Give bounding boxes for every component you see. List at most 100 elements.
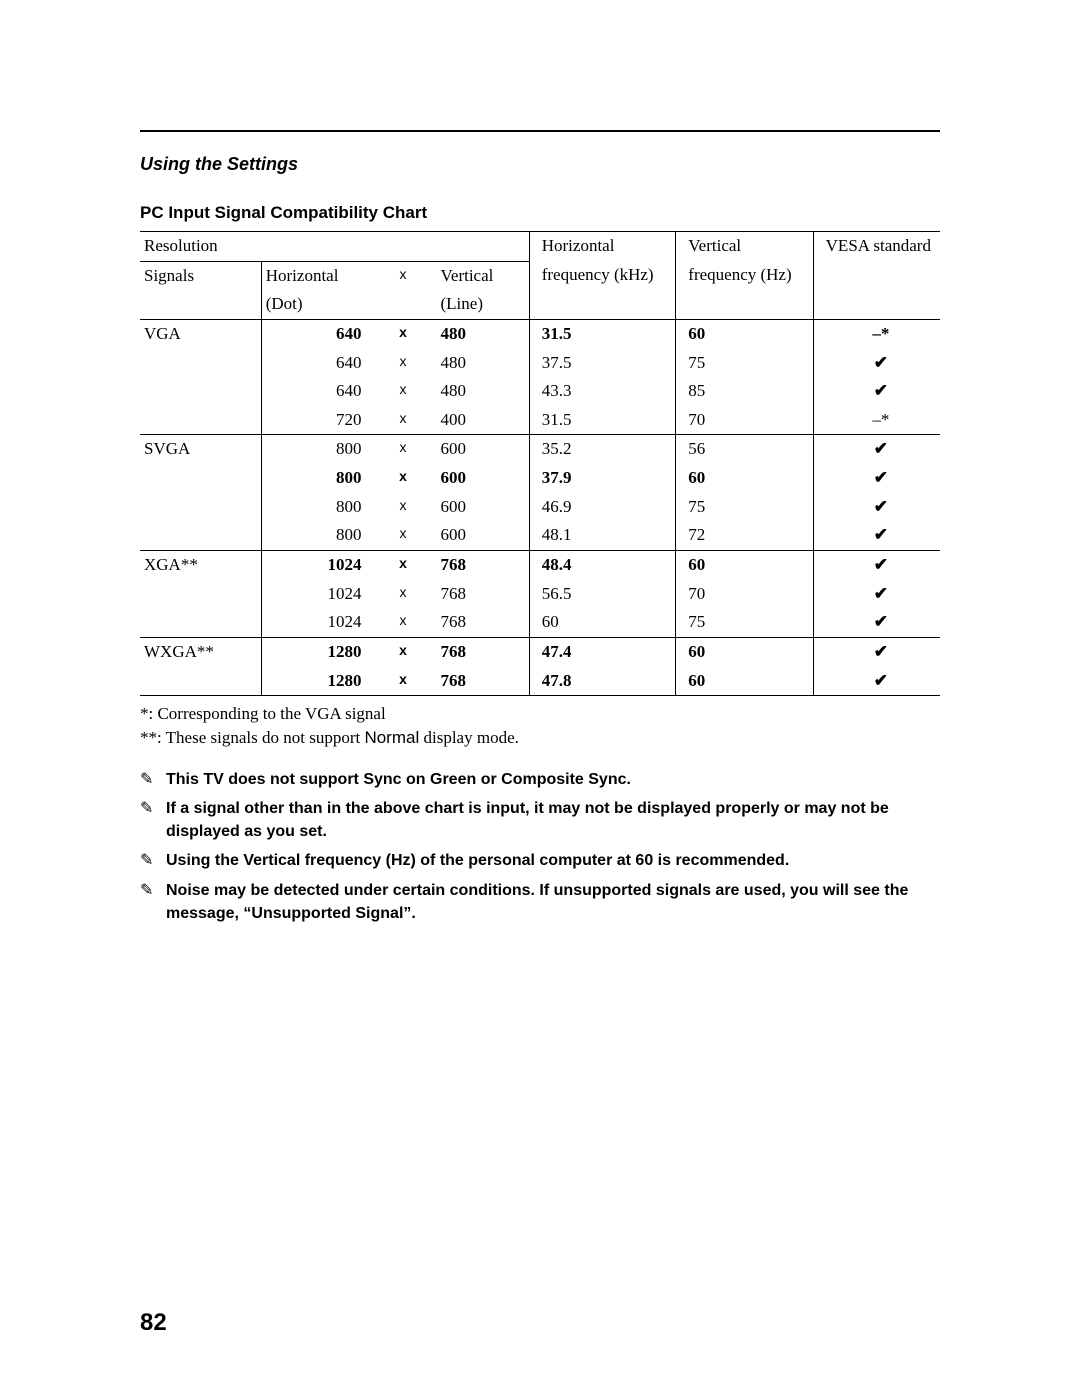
vesa-cell: ✔ — [813, 493, 940, 522]
signal-cell — [140, 580, 261, 609]
vert-cell: 768 — [425, 551, 530, 580]
vfreq-cell: 75 — [676, 349, 813, 378]
x-cell: x — [382, 608, 425, 637]
table-head-row-3: (Dot) (Line) — [140, 290, 940, 319]
note-icon: ✎ — [140, 879, 166, 925]
note-row: ✎Using the Vertical frequency (Hz) of th… — [140, 849, 940, 872]
vert-cell: 480 — [425, 377, 530, 406]
vert-cell: 768 — [425, 580, 530, 609]
horiz-cell: 1280 — [261, 667, 381, 696]
hfreq-cell: 43.3 — [529, 377, 676, 406]
vesa-cell: ✔ — [813, 377, 940, 406]
note-icon: ✎ — [140, 849, 166, 872]
horiz-cell: 800 — [261, 464, 381, 493]
notes-block: ✎This TV does not support Sync on Green … — [140, 768, 940, 925]
vfreq-cell: 70 — [676, 406, 813, 435]
table-row: 800x60037.960✔ — [140, 464, 940, 493]
x-cell: x — [382, 435, 425, 464]
vert-cell: 768 — [425, 637, 530, 666]
vert-cell: 768 — [425, 667, 530, 696]
signal-cell: WXGA** — [140, 637, 261, 666]
th-vert-line-1: Vertical — [425, 261, 530, 290]
hfreq-cell: 56.5 — [529, 580, 676, 609]
hfreq-cell: 48.4 — [529, 551, 676, 580]
th-vfreq-1: Vertical — [676, 232, 813, 262]
table-row: 640x48043.385✔ — [140, 377, 940, 406]
footnote-a: *: Corresponding to the VGA signal — [140, 702, 940, 726]
signal-cell — [140, 493, 261, 522]
x-cell: x — [382, 580, 425, 609]
vfreq-cell: 60 — [676, 551, 813, 580]
x-cell: x — [382, 406, 425, 435]
table-row: 1024x7686075✔ — [140, 608, 940, 637]
th-vfreq-2: frequency (Hz) — [676, 261, 813, 290]
hfreq-cell: 37.5 — [529, 349, 676, 378]
vfreq-cell: 72 — [676, 521, 813, 550]
vesa-cell: ✔ — [813, 521, 940, 550]
table-row: 800x60048.172✔ — [140, 521, 940, 550]
signal-cell: VGA — [140, 319, 261, 348]
vfreq-cell: 60 — [676, 464, 813, 493]
hfreq-cell: 48.1 — [529, 521, 676, 550]
note-row: ✎This TV does not support Sync on Green … — [140, 768, 940, 791]
vesa-cell: ✔ — [813, 464, 940, 493]
vesa-cell: ✔ — [813, 349, 940, 378]
vesa-cell: –* — [813, 406, 940, 435]
vfreq-cell: 60 — [676, 637, 813, 666]
vesa-cell: ✔ — [813, 435, 940, 464]
table-row: 1024x76856.570✔ — [140, 580, 940, 609]
hfreq-cell: 47.8 — [529, 667, 676, 696]
x-cell: x — [382, 551, 425, 580]
th-horiz-dot-1: Horizontal — [261, 261, 381, 290]
signal-cell — [140, 667, 261, 696]
note-text: This TV does not support Sync on Green o… — [166, 768, 940, 791]
note-icon: ✎ — [140, 797, 166, 843]
vfreq-cell: 60 — [676, 667, 813, 696]
section-header: Using the Settings — [140, 154, 940, 175]
signal-cell: XGA** — [140, 551, 261, 580]
signal-cell — [140, 521, 261, 550]
table-row: 720x40031.570–* — [140, 406, 940, 435]
vfreq-cell: 60 — [676, 319, 813, 348]
x-cell: x — [382, 464, 425, 493]
th-x: x — [382, 261, 425, 290]
signal-cell — [140, 406, 261, 435]
horiz-cell: 1024 — [261, 580, 381, 609]
vfreq-cell: 85 — [676, 377, 813, 406]
hfreq-cell: 46.9 — [529, 493, 676, 522]
vert-cell: 480 — [425, 319, 530, 348]
note-text: If a signal other than in the above char… — [166, 797, 940, 843]
note-row: ✎If a signal other than in the above cha… — [140, 797, 940, 843]
page-number: 82 — [140, 1309, 167, 1337]
top-rule — [140, 130, 940, 132]
vfreq-cell: 75 — [676, 608, 813, 637]
table-title: PC Input Signal Compatibility Chart — [140, 203, 940, 223]
x-cell: x — [382, 493, 425, 522]
vesa-cell: ✔ — [813, 637, 940, 666]
compat-table: Resolution Horizontal Vertical VESA stan… — [140, 231, 940, 696]
vfreq-cell: 70 — [676, 580, 813, 609]
hfreq-cell: 37.9 — [529, 464, 676, 493]
horiz-cell: 720 — [261, 406, 381, 435]
vesa-cell: ✔ — [813, 608, 940, 637]
table-row: WXGA**1280x76847.460✔ — [140, 637, 940, 666]
th-vesa: VESA standard — [813, 232, 940, 262]
note-row: ✎Noise may be detected under certain con… — [140, 879, 940, 925]
hfreq-cell: 60 — [529, 608, 676, 637]
x-cell: x — [382, 377, 425, 406]
th-resolution: Resolution — [140, 232, 261, 262]
vert-cell: 480 — [425, 349, 530, 378]
table-body: VGA640x48031.560–*640x48037.575✔640x4804… — [140, 319, 940, 695]
vert-cell: 768 — [425, 608, 530, 637]
vesa-cell: ✔ — [813, 580, 940, 609]
table-head-row-2: Signals Horizontal x Vertical frequency … — [140, 261, 940, 290]
vert-cell: 600 — [425, 435, 530, 464]
vfreq-cell: 75 — [676, 493, 813, 522]
table-row: 640x48037.575✔ — [140, 349, 940, 378]
signal-cell: SVGA — [140, 435, 261, 464]
vesa-cell: –* — [813, 319, 940, 348]
signal-cell — [140, 608, 261, 637]
horiz-cell: 800 — [261, 435, 381, 464]
note-text: Using the Vertical frequency (Hz) of the… — [166, 849, 940, 872]
vert-cell: 600 — [425, 464, 530, 493]
